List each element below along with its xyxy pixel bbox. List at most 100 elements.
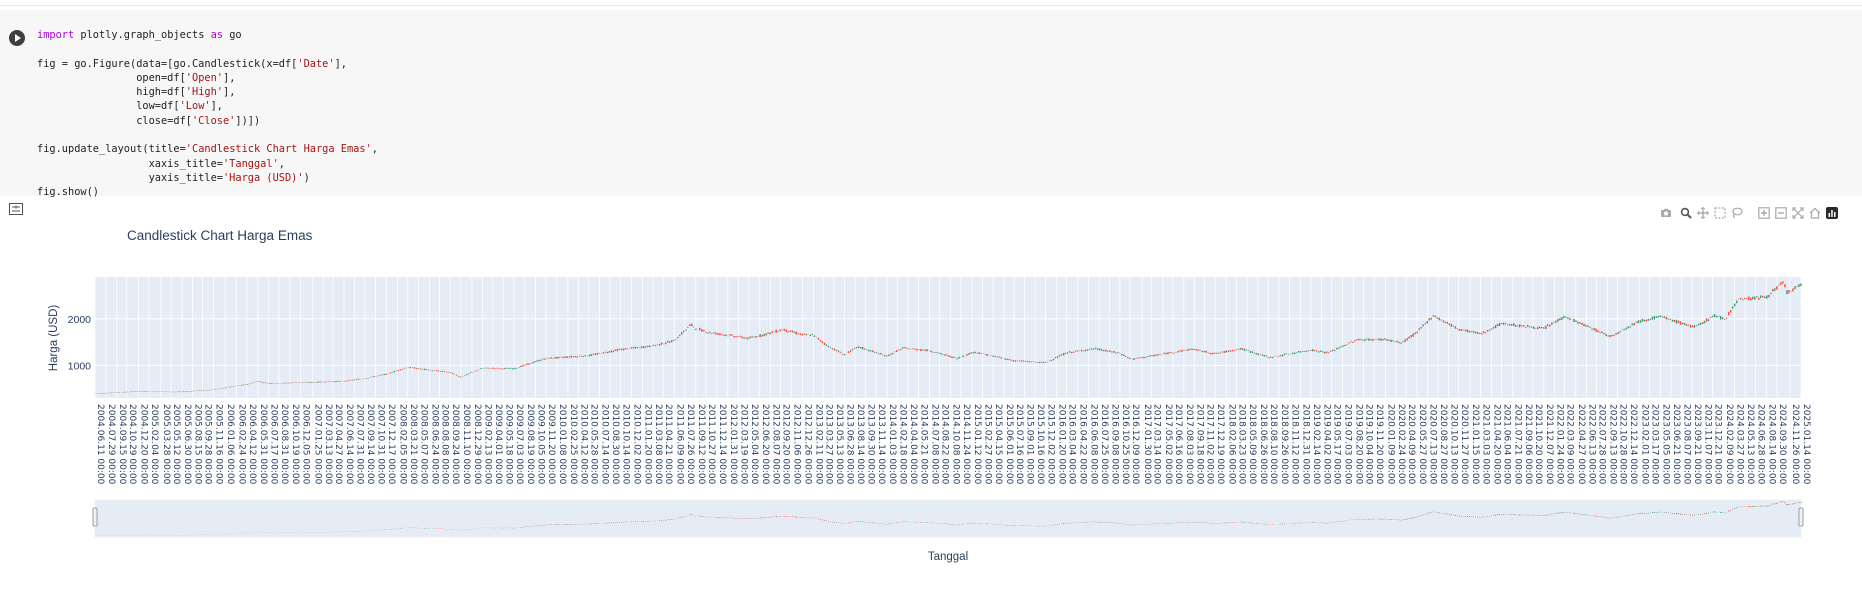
code-token: go	[223, 29, 242, 41]
x-tick-label: 2005.03.28 00:00	[161, 404, 171, 485]
x-tick-label: 2015.09.01 00:00	[1025, 404, 1035, 485]
x-tick-label: 2012.09.20 00:00	[781, 404, 791, 485]
x-tick-label: 2012.03.19 00:00	[739, 404, 749, 485]
x-tick-label: 2024.08.14 00:00	[1766, 404, 1776, 485]
candlestick-chart[interactable]: Candlestick Chart Harga Emas 1000 2000 20…	[0, 196, 1862, 616]
x-tick-label: 2023.02.01 00:00	[1639, 404, 1649, 485]
x-tick-label: 2019.07.03 00:00	[1342, 404, 1352, 485]
x-tick-label: 2007.01.25 00:00	[312, 404, 322, 485]
code-token: import	[37, 29, 74, 41]
x-tick-label: 2007.09.14 00:00	[365, 404, 375, 485]
x-tick-label: 2009.02.13 00:00	[482, 404, 492, 485]
code-token: 'Date'	[297, 58, 334, 70]
x-tick-label: 2009.04.01 00:00	[493, 404, 503, 485]
code-token: fig = go.Figure(data=[go.Candlestick(x=d…	[37, 58, 297, 70]
x-tick-label: 2018.02.06 00:00	[1226, 404, 1236, 485]
x-tick-label: 2006.10.19 00:00	[290, 404, 300, 485]
x-tick-label: 2007.10.31 00:00	[376, 404, 386, 485]
x-tick-label: 2010.04.12 00:00	[578, 404, 588, 485]
y-tick-labels: 10002000	[68, 314, 92, 373]
x-tick-label: 2023.08.07 00:00	[1682, 404, 1692, 485]
code-token: )	[304, 172, 310, 184]
x-tick-label: 2011.06.09 00:00	[674, 404, 684, 485]
x-tick-label: 2009.10.05 00:00	[535, 404, 545, 485]
code-token: close=df[	[37, 115, 192, 127]
x-tick-label: 2014.01.03 00:00	[887, 404, 897, 485]
x-tick-label: 2013.11.14 00:00	[876, 404, 886, 485]
x-tick-label: 2014.11.24 00:00	[961, 404, 971, 485]
x-tick-label: 2011.10.27 00:00	[706, 404, 716, 485]
x-tick-label: 2008.06.24 00:00	[429, 404, 439, 485]
x-tick-label: 2015.07.16 00:00	[1014, 404, 1024, 485]
range-slider-left-handle[interactable]	[93, 508, 97, 526]
x-tick-label: 2008.12.29 00:00	[472, 404, 482, 485]
x-tick-label: 2017.11.02 00:00	[1205, 404, 1215, 485]
x-tick-label: 2022.06.13 00:00	[1586, 404, 1596, 485]
code-token: yaxis_title=	[37, 172, 223, 184]
range-slider[interactable]	[95, 500, 1801, 537]
x-tick-label: 2018.03.23 00:00	[1236, 404, 1246, 485]
code-token: xaxis_title=	[37, 158, 223, 170]
x-tick-label: 2013.06.28 00:00	[844, 404, 854, 485]
code-token: ])])	[235, 115, 260, 127]
code-token: ],	[223, 86, 235, 98]
x-tick-label: 2015.02.27 00:00	[982, 404, 992, 485]
x-tick-label: 2022.10.28 00:00	[1618, 404, 1628, 485]
code-line: yaxis_title='Harga (USD)')	[37, 172, 310, 184]
x-tick-label: 2017.01.30 00:00	[1142, 404, 1152, 485]
x-tick-labels: 2004.06.11 00:00 2004.07.29 00:00 2004.09.…	[95, 404, 1811, 485]
plot-area[interactable]	[95, 277, 1801, 398]
x-tick-label: 2013.03.27 00:00	[823, 404, 833, 485]
x-tick-label: 2015.04.15 00:00	[993, 404, 1003, 485]
code-token: low=df[	[37, 100, 180, 112]
x-tick-label: 2015.10.16 00:00	[1035, 404, 1045, 485]
x-tick-label: 2021.03.03 00:00	[1481, 404, 1491, 485]
code-token: as	[211, 29, 223, 41]
x-tick-label: 2022.01.24 00:00	[1555, 404, 1565, 485]
x-tick-label: 2017.03.14 00:00	[1152, 404, 1162, 485]
x-tick-label: 2004.09.15 00:00	[117, 404, 127, 485]
x-tick-label: 2018.09.26 00:00	[1279, 404, 1289, 485]
y-axis-title: Harga (USD)	[48, 305, 60, 372]
range-slider-right-handle[interactable]	[1799, 508, 1803, 526]
x-tick-label: 2024.06.28 00:00	[1756, 404, 1766, 485]
x-tick-label: 2011.03.08 00:00	[653, 404, 663, 485]
x-tick-label: 2016.10.25 00:00	[1120, 404, 1130, 485]
x-tick-label: 2022.12.14 00:00	[1628, 404, 1638, 485]
x-tick-label: 2010.01.08 00:00	[557, 404, 567, 485]
x-tick-label: 2009.05.18 00:00	[504, 404, 514, 485]
x-tick-label: 2010.12.02 00:00	[631, 404, 641, 485]
x-tick-label: 2016.09.08 00:00	[1109, 404, 1119, 485]
x-tick-label: 2024.11.26 00:00	[1790, 404, 1800, 485]
x-tick-label: 2014.08.22 00:00	[940, 404, 950, 485]
x-tick-label: 2019.11.20 00:00	[1374, 404, 1384, 485]
x-tick-label: 2021.09.06 00:00	[1523, 404, 1533, 485]
x-tick-label: 2016.12.09 00:00	[1130, 404, 1140, 485]
x-tick-label: 2010.10.14 00:00	[620, 404, 630, 485]
x-tick-label: 2005.09.28 00:00	[203, 404, 213, 485]
x-tick-label: 2007.03.13 00:00	[323, 404, 333, 485]
x-tick-label: 2008.03.21 00:00	[408, 404, 418, 485]
x-tick-label: 2006.07.17 00:00	[269, 404, 279, 485]
x-tick-label: 2005.02.04 00:00	[149, 404, 159, 485]
x-tick-label: 2011.09.12 00:00	[696, 404, 706, 485]
code-cell[interactable]: import plotly.graph_objects as go fig = …	[0, 10, 1862, 196]
code-token: 'Candlestick Chart Harga Emas'	[186, 143, 372, 155]
x-tick-label: 2007.04.27 00:00	[333, 404, 343, 485]
x-tick-label: 2008.11.10 00:00	[461, 404, 471, 485]
code-line: close=df['Close'])])	[37, 115, 260, 127]
x-tick-label: 2007.12.17 00:00	[386, 404, 396, 485]
x-tick-label: 2018.11.12 00:00	[1290, 404, 1300, 485]
x-tick-label: 2006.01.06 00:00	[225, 404, 235, 485]
x-tick-label: 2018.12.31 00:00	[1301, 404, 1311, 485]
x-tick-label: 2012.12.26 00:00	[803, 404, 813, 485]
code-token: fig.update_layout(title=	[37, 143, 186, 155]
x-tick-label: 2012.11.06 00:00	[791, 404, 801, 485]
code-editor[interactable]: import plotly.graph_objects as go fig = …	[37, 28, 378, 200]
x-tick-label: 2023.09.21 00:00	[1692, 404, 1702, 485]
code-token: ],	[223, 72, 235, 84]
x-tick-label: 2005.08.15 00:00	[193, 404, 203, 485]
run-cell-button[interactable]	[9, 30, 25, 46]
x-tick-label: 2021.10.20 00:00	[1533, 404, 1543, 485]
x-tick-label: 2015.12.02 00:00	[1046, 404, 1056, 485]
